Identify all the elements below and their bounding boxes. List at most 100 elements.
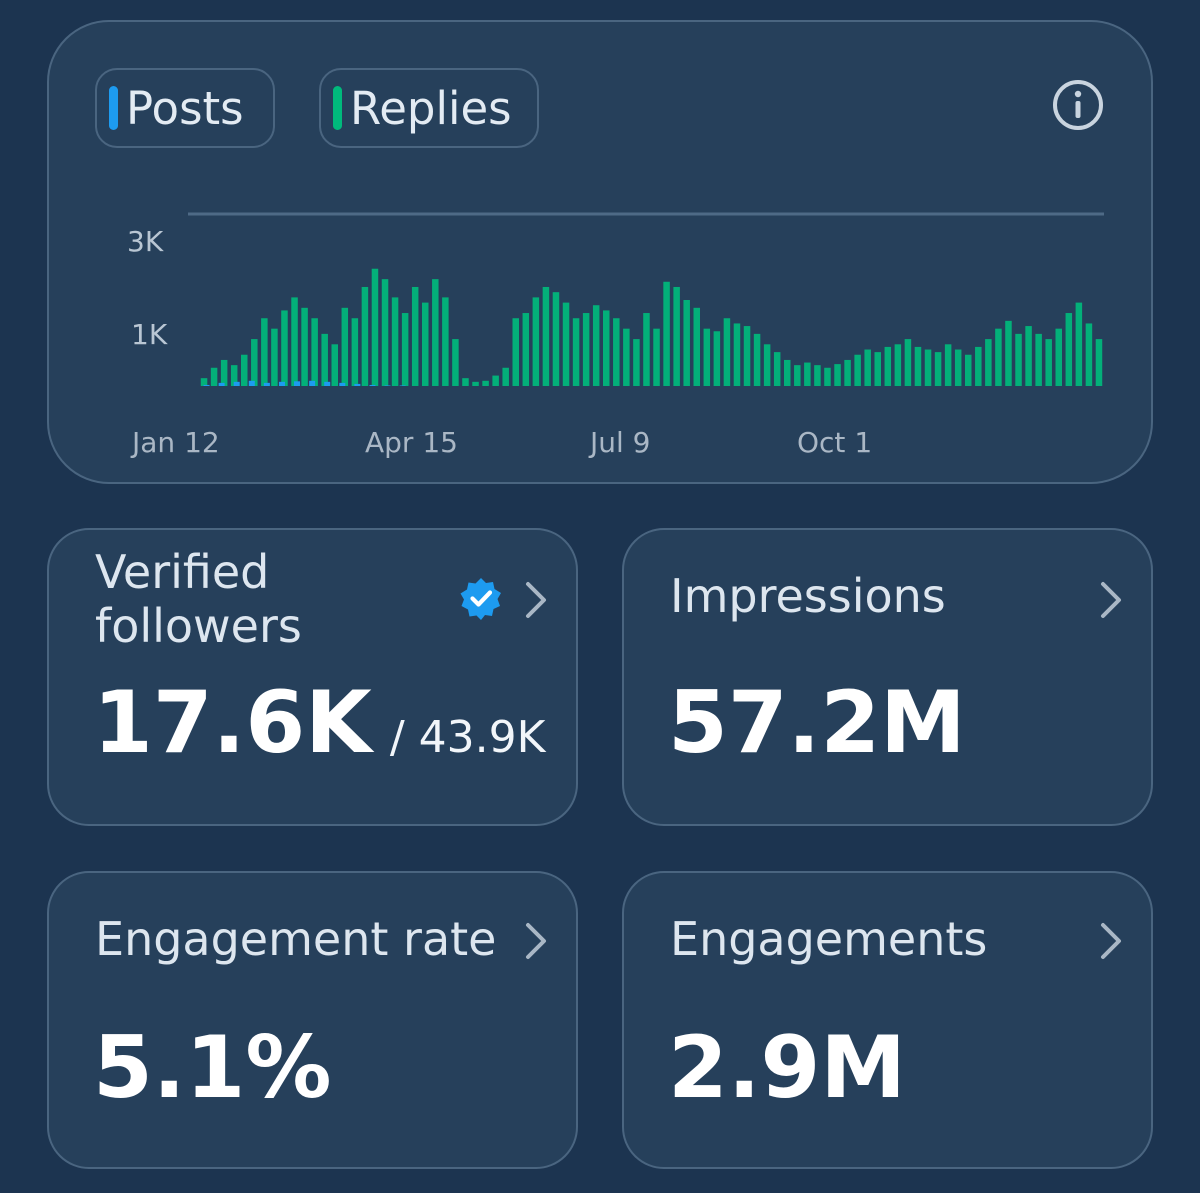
replies-bar: [512, 318, 519, 386]
replies-bar: [291, 297, 298, 386]
replies-bar: [773, 352, 781, 386]
total-followers-value: / 43.9K: [389, 712, 546, 763]
replies-bar: [995, 328, 1002, 386]
replies-bar: [582, 313, 590, 386]
replies-bar: [301, 307, 308, 386]
verified-followers-value-row: 17.6K/ 43.9K: [93, 680, 545, 766]
replies-bar: [703, 328, 711, 386]
posts-swatch: [109, 86, 118, 130]
replies-bar: [1055, 328, 1062, 386]
replies-bar: [965, 354, 972, 386]
replies-bar: [251, 339, 258, 386]
chevron-right-icon[interactable]: [1097, 921, 1125, 961]
impressions-value: 57.2M: [668, 673, 966, 773]
replies-bar: [693, 307, 700, 386]
legend-toggle-replies[interactable]: Replies: [319, 68, 539, 148]
replies-bar: [220, 359, 228, 386]
verified-followers-title-line1: Verified: [95, 545, 270, 599]
posts-bar: [248, 380, 255, 386]
replies-bar: [904, 339, 912, 386]
engagement-rate-value: 5.1%: [93, 1018, 332, 1118]
replies-bar: [381, 279, 389, 386]
x-tick-label-jan12: Jan 12: [130, 426, 220, 459]
replies-bar: [321, 333, 328, 386]
replies-bar: [1025, 326, 1032, 386]
replies-bar: [924, 349, 932, 386]
replies-bar: [351, 318, 359, 386]
replies-bar: [1015, 333, 1022, 386]
replies-swatch: [333, 86, 342, 130]
activity-chart-card: 3K 1K Jan 12 Apr 15 Jul 9 Oct 1 Posts Re…: [47, 20, 1153, 484]
replies-bar: [502, 367, 509, 386]
replies-bar: [653, 328, 660, 386]
replies-bar: [763, 344, 771, 386]
posts-bar: [309, 380, 316, 386]
activity-bar-chart: 3K 1K Jan 12 Apr 15 Jul 9 Oct 1: [127, 212, 1104, 459]
posts-bar: [233, 381, 240, 386]
impressions-card[interactable]: Impressions 57.2M: [622, 528, 1153, 826]
replies-bar: [854, 354, 861, 386]
posts-bar: [263, 382, 270, 386]
posts-bar: [278, 381, 285, 386]
engagement-rate-card[interactable]: Engagement rate 5.1%: [47, 871, 578, 1169]
replies-bar: [1035, 333, 1042, 386]
posts-series: [203, 380, 406, 386]
replies-bar: [1045, 339, 1052, 386]
replies-bar: [944, 344, 952, 386]
impressions-title: Impressions: [670, 569, 946, 623]
replies-bar: [311, 318, 318, 386]
replies-bar: [331, 344, 338, 386]
posts-bar: [399, 385, 406, 386]
chevron-right-icon[interactable]: [1097, 580, 1125, 620]
replies-bar: [562, 302, 570, 386]
posts-bar: [324, 381, 331, 386]
replies-bar: [794, 365, 801, 386]
replies-bar: [532, 297, 540, 386]
replies-bar: [271, 328, 278, 386]
replies-bar: [361, 286, 369, 386]
replies-bar: [874, 352, 881, 386]
replies-bar: [482, 380, 489, 386]
posts-bar: [339, 382, 346, 386]
replies-bar: [341, 307, 349, 386]
replies-bar: [934, 352, 942, 386]
replies-bar: [542, 286, 550, 386]
replies-bar: [281, 310, 288, 386]
replies-bar: [713, 331, 721, 386]
engagements-value: 2.9M: [668, 1018, 906, 1118]
replies-bar: [985, 339, 992, 386]
replies-bar: [884, 346, 892, 386]
replies-bar: [442, 297, 449, 386]
replies-bar: [603, 310, 610, 386]
replies-bar: [1085, 323, 1093, 386]
chevron-right-icon[interactable]: [522, 580, 550, 620]
replies-bar: [623, 328, 630, 386]
engagements-card[interactable]: Engagements 2.9M: [622, 871, 1153, 1169]
legend-toggle-posts[interactable]: Posts: [95, 68, 275, 148]
replies-bar: [824, 367, 831, 386]
verified-followers-card[interactable]: Verified followers 17.6K/ 43.9K: [47, 528, 578, 826]
posts-bar: [203, 384, 210, 386]
replies-bar: [633, 339, 640, 386]
replies-bar: [391, 297, 399, 386]
replies-bar: [954, 349, 962, 386]
posts-bar: [218, 382, 225, 386]
replies-bar: [743, 326, 751, 386]
replies-bar: [864, 349, 871, 386]
replies-bar: [472, 381, 479, 386]
chevron-right-icon[interactable]: [522, 921, 550, 961]
replies-bar: [753, 333, 761, 386]
replies-bar: [784, 359, 791, 386]
replies-bar: [371, 268, 379, 386]
replies-bar: [804, 362, 811, 386]
engagement-rate-title: Engagement rate: [95, 912, 497, 966]
replies-bar: [663, 281, 670, 386]
replies-bar: [1075, 302, 1083, 386]
info-circle-icon[interactable]: [1051, 78, 1105, 132]
posts-bar: [354, 383, 361, 386]
replies-bar: [1005, 320, 1012, 386]
x-tick-label-jul9: Jul 9: [588, 426, 651, 459]
y-tick-label-3k: 3K: [127, 225, 164, 258]
replies-bar: [834, 364, 841, 386]
x-tick-label-oct1: Oct 1: [797, 426, 872, 459]
